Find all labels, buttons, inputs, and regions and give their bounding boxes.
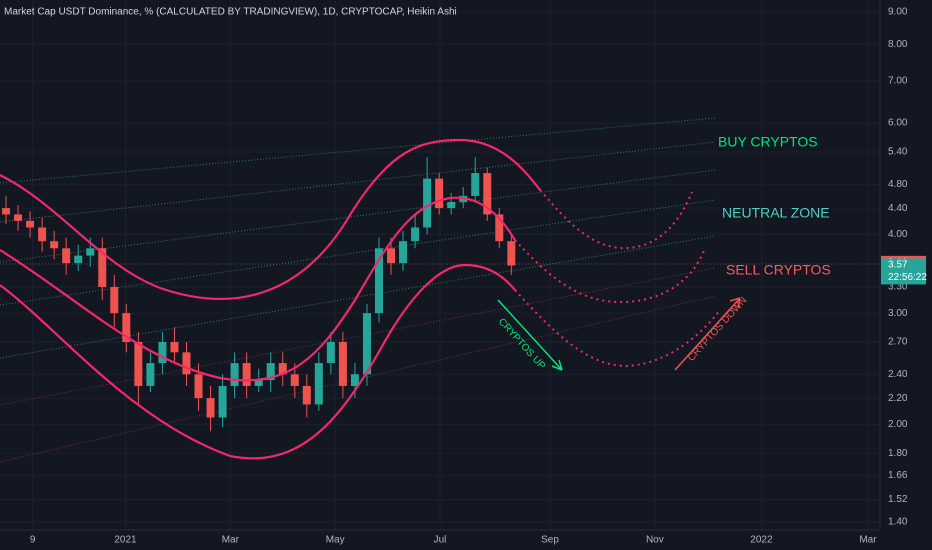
x-tick-label: Sep [541, 535, 559, 546]
candle-body [38, 227, 47, 242]
y-tick-label: 1.40 [888, 517, 908, 528]
lower-band [0, 263, 516, 460]
y-tick-label: 2.40 [888, 369, 908, 380]
x-tick-label: Nov [646, 535, 664, 546]
trend-lines [0, 117, 880, 463]
price-tag-label: 3.57 [888, 260, 908, 271]
candle-body [326, 341, 335, 364]
x-tick-label: Jul [434, 535, 447, 546]
candle-body [399, 241, 408, 264]
x-tick-label: 2021 [114, 535, 137, 546]
trend-line [0, 199, 716, 306]
middle-projection [514, 239, 706, 304]
y-tick-label: 2.70 [888, 337, 908, 348]
annotation: SELL CRYPTOS [726, 262, 831, 278]
annotation: BUY CRYPTOS [718, 134, 818, 150]
candle-body [362, 313, 371, 375]
candle-body [290, 374, 299, 386]
grid [0, 0, 880, 530]
candle-body [230, 363, 239, 386]
y-tick-label: 6.00 [888, 118, 908, 129]
candle-body [495, 214, 504, 242]
candle-body [314, 363, 323, 405]
candle-body [338, 341, 347, 386]
price-tag [881, 258, 926, 285]
trend-line [0, 169, 716, 263]
candle-body [158, 341, 167, 364]
candle-body [86, 248, 95, 256]
candle-body [14, 214, 23, 221]
arrow-down [674, 297, 741, 371]
y-tick-label: 1.52 [888, 494, 908, 505]
y-tick-label: 5.40 [888, 147, 908, 158]
x-tick-label: May [326, 535, 345, 546]
middle-band [0, 196, 516, 382]
y-tick-label: 1.80 [888, 448, 908, 459]
candle-body [278, 363, 287, 375]
y-tick-label: 2.00 [888, 419, 908, 430]
candle-body [50, 241, 59, 249]
candle-body [266, 363, 275, 381]
candle-body [182, 352, 191, 375]
bands [0, 138, 721, 460]
y-tick-label: 3.30 [888, 282, 908, 293]
y-tick-label: 4.80 [888, 179, 908, 190]
candle-body [387, 248, 396, 264]
countdown: 22:56:22 [888, 272, 927, 283]
candle-body [2, 208, 11, 215]
chart-title: Market Cap USDT Dominance, % (CALCULATED… [4, 7, 457, 18]
candle-body [483, 173, 492, 215]
candle-body [110, 286, 119, 314]
x-tick-label: Mar [859, 535, 877, 546]
candle-body [411, 227, 420, 242]
candle-body [26, 220, 35, 228]
candle-body [62, 248, 71, 264]
candle-body [471, 173, 480, 196]
arrow-up [497, 299, 563, 371]
candle-body [374, 248, 383, 314]
x-tick-label: 9 [30, 535, 36, 546]
candle-body [98, 248, 107, 287]
candle-body [447, 201, 456, 209]
candle-body [134, 341, 143, 386]
candle-body [146, 363, 155, 386]
candle-body [435, 178, 444, 209]
candle-body [507, 241, 516, 266]
candle-body [423, 178, 432, 228]
candle-body [74, 255, 83, 264]
candle-body [170, 341, 179, 353]
candle-body [302, 385, 311, 405]
y-tick-label: 1.66 [888, 470, 908, 481]
y-tick-label: 3.00 [888, 308, 908, 319]
candle-body [242, 363, 251, 386]
candle-body [194, 374, 203, 399]
upper-projection [539, 189, 693, 250]
y-tick-label: 8.00 [888, 39, 908, 50]
x-tick-label: Mar [222, 535, 240, 546]
upper-band [0, 138, 541, 300]
y-tick-label: 7.00 [888, 75, 908, 86]
candle-body [122, 313, 131, 342]
x-tick-label: 2022 [750, 535, 773, 546]
candle-body [350, 374, 359, 386]
annotation: NEUTRAL ZONE [722, 205, 830, 221]
candle-body [254, 380, 263, 386]
y-tick-label: 9.00 [888, 7, 908, 18]
arrows [497, 297, 741, 371]
trend-line [0, 235, 716, 359]
y-tick-label: 2.20 [888, 393, 908, 404]
axes: 9.00 8.00 7.00 6.00 5.40 4.80 4.40 4.00 3.30 3.00… [30, 7, 927, 546]
y-tick-label: 4.00 [888, 229, 908, 240]
candle-body [218, 385, 227, 418]
y-tick-label: 4.40 [888, 203, 908, 214]
candle-body [206, 398, 215, 418]
trend-line [0, 267, 716, 406]
